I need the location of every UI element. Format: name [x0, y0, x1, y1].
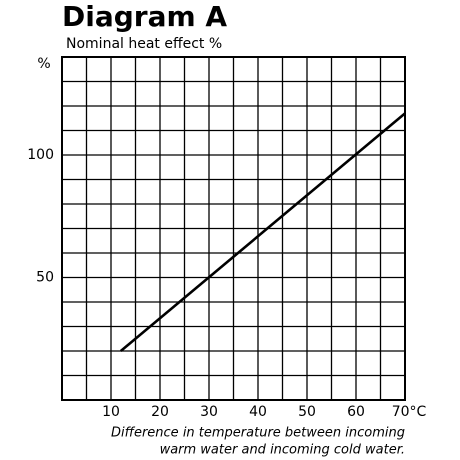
x-tick-label: 70°C	[392, 404, 427, 420]
chart-title: Diagram A	[62, 0, 227, 33]
x-axis-label: Difference in temperature between incomi…	[111, 426, 405, 441]
x-tick-label: 40	[249, 404, 267, 420]
x-tick-label: 60	[347, 404, 365, 420]
x-tick-label: 20	[151, 404, 169, 420]
data-line	[119, 112, 406, 352]
chart-subtitle: Nominal heat effect %	[66, 36, 222, 52]
x-tick-label: 50	[298, 404, 316, 420]
x-axis-label: warm water and incoming cold water.	[160, 443, 405, 458]
y-tick-label: 50	[36, 270, 54, 286]
x-tick-label: 10	[102, 404, 120, 420]
y-tick-label: 100	[27, 147, 54, 163]
plot-frame	[61, 56, 406, 401]
x-tick-label: 30	[200, 404, 218, 420]
y-axis-label: %	[37, 56, 50, 72]
